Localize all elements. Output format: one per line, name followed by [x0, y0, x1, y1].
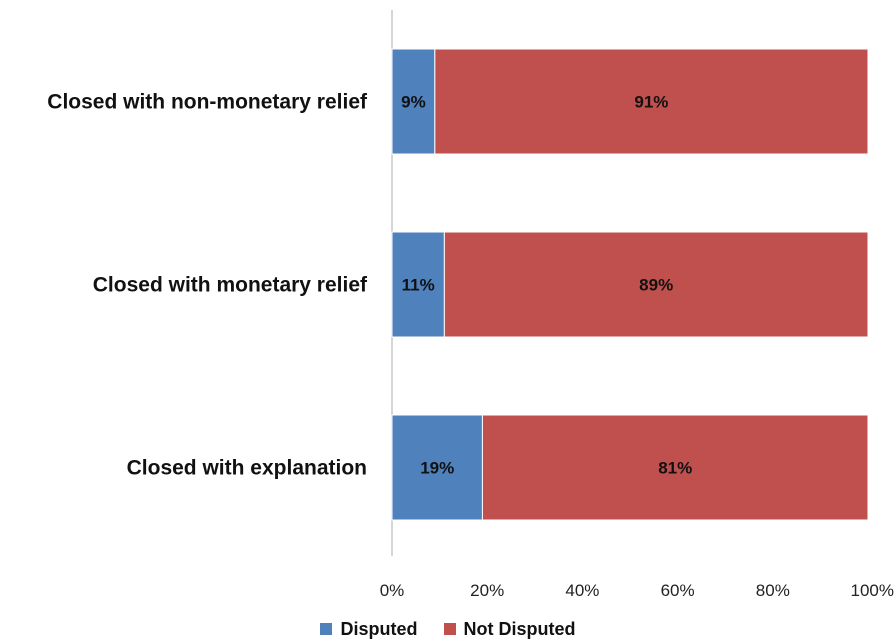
legend-item-disputed: Disputed: [320, 618, 418, 640]
x-tick-label: 100%: [851, 581, 894, 600]
legend: Disputed Not Disputed: [0, 614, 896, 644]
bar-segment-not-disputed: [443, 231, 869, 338]
x-tick-label: 20%: [470, 581, 504, 600]
data-label: 91%: [634, 93, 668, 112]
data-label: 9%: [401, 93, 426, 112]
data-label: 19%: [420, 459, 454, 478]
x-tick-label: 0%: [380, 581, 405, 600]
legend-swatch-disputed: [320, 623, 333, 635]
category-label: Closed with monetary relief: [93, 274, 368, 297]
legend-swatch-not-disputed: [443, 623, 456, 635]
category-labels: Closed with non-monetary relief Closed wi…: [47, 91, 368, 480]
x-tick-label: 80%: [756, 581, 790, 600]
stacked-bar-chart: 9% 91% 11% 89% 19% 81% Closed with non-moneta…: [47, 10, 894, 600]
category-label: Closed with non-monetary relief: [47, 91, 368, 114]
bar-segment-disputed: [391, 231, 445, 338]
bar-segment-not-disputed: [434, 48, 869, 155]
x-tick-labels: 0% 20% 40% 60% 80% 100%: [380, 581, 894, 600]
x-tick-label: 40%: [565, 581, 599, 600]
legend-item-not-disputed: Not Disputed: [443, 618, 576, 640]
legend-label-disputed: Disputed: [340, 618, 418, 639]
bar-segment-not-disputed: [481, 414, 869, 521]
data-label: 89%: [639, 276, 673, 295]
bars-group: 9% 91% 11% 89% 19% 81%: [391, 48, 869, 521]
data-label: 11%: [402, 276, 435, 295]
x-tick-label: 60%: [661, 581, 695, 600]
legend-label-not-disputed: Not Disputed: [463, 618, 576, 639]
data-label: 81%: [658, 459, 692, 478]
category-label: Closed with explanation: [127, 457, 367, 480]
